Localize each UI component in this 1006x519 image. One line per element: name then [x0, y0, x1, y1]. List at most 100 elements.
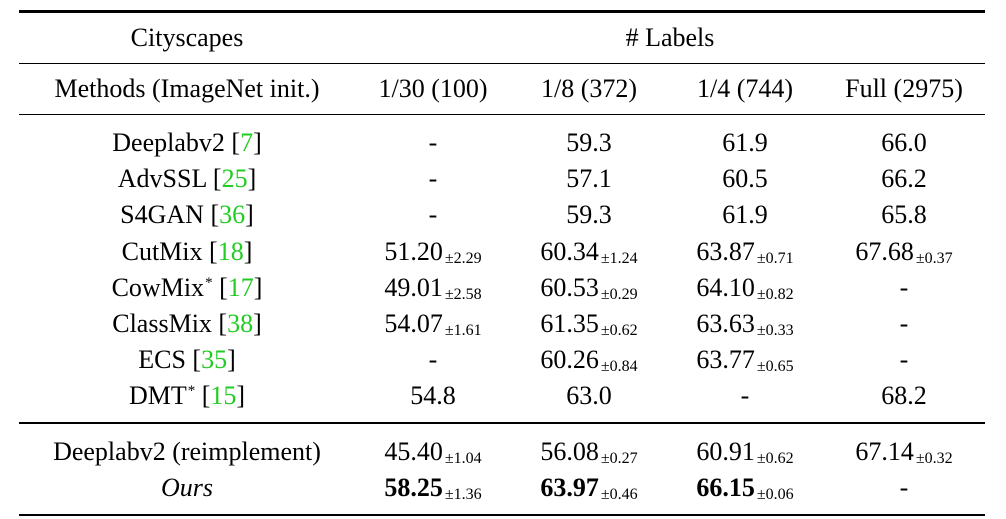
method-cell: DMT* [15] — [19, 383, 355, 409]
result-cell: 63.87 ±0.71 — [667, 236, 823, 267]
table-row: Deeplabv2 [7] - 59.3 61.9 66.0 — [19, 125, 985, 161]
method-name: Ours — [160, 472, 213, 502]
result-value: 56.08 — [540, 436, 599, 466]
result-cell: - — [355, 166, 511, 192]
result-cell: 67.68 ±0.37 — [823, 238, 985, 267]
table-row: DMT* [15] 54.8 63.0 - 68.2 — [19, 378, 985, 414]
result-cell: 54.07 ±1.61 — [355, 310, 511, 339]
std-dev: ±0.29 — [600, 285, 638, 303]
citation: [36] — [210, 200, 254, 230]
method-cell: AdvSSL [25] — [19, 166, 355, 192]
header-row-2: Methods (ImageNet init.) 1/30 (100) 1/8 … — [19, 64, 985, 114]
std-dev: ±0.06 — [756, 485, 794, 503]
citation: [15] — [201, 381, 246, 411]
result-cell: 65.8 — [823, 202, 985, 228]
result-cell: 60.53 ±0.29 — [511, 274, 667, 303]
top-rule — [19, 10, 985, 13]
result-value: 63.77 — [696, 345, 755, 375]
result-cell: - — [667, 383, 823, 409]
result-value: 61.9 — [722, 200, 768, 230]
method-cell: CowMix* [17] — [19, 272, 355, 302]
result-cell: 45.40 ±1.04 — [355, 436, 511, 466]
result-cell: 58.25 ±1.36 — [355, 474, 511, 502]
citation: [18] — [209, 236, 253, 266]
citation-number: 25 — [221, 164, 248, 194]
result-value: - — [899, 272, 909, 302]
citation: [38] — [218, 308, 262, 338]
method-star: * — [187, 383, 196, 400]
result-value: 59.3 — [566, 127, 612, 157]
result-cell: - — [355, 347, 511, 373]
header-rule — [19, 62, 985, 64]
std-dev: ±0.82 — [756, 285, 794, 303]
result-value: - — [428, 127, 438, 157]
result-value: 63.0 — [566, 381, 612, 411]
result-value: 59.3 — [566, 200, 612, 230]
result-cell: 61.9 — [667, 202, 823, 228]
result-cell: 51.20 ±2.29 — [355, 236, 511, 266]
result-value: 60.26 — [540, 345, 599, 375]
result-cell: 60.34 ±1.24 — [511, 236, 667, 266]
std-dev: ±1.61 — [444, 321, 482, 339]
result-value: 63.87 — [696, 236, 755, 266]
method-name: CowMix — [111, 272, 205, 302]
table-row: AdvSSL [25] - 57.1 60.5 66.2 — [19, 161, 985, 197]
result-value: 60.91 — [696, 436, 755, 466]
result-cell: 60.91 ±0.62 — [667, 436, 823, 466]
result-value: 61.9 — [722, 127, 768, 157]
std-dev: ±0.71 — [756, 249, 794, 267]
method-cell: ECS [35] — [19, 347, 355, 373]
result-cell: 56.08 ±0.27 — [511, 436, 667, 467]
citation: [35] — [192, 345, 236, 375]
std-dev: ±0.62 — [600, 321, 638, 339]
citation-number: 7 — [240, 127, 254, 157]
result-value: - — [428, 164, 438, 194]
result-value: 66.2 — [881, 164, 927, 194]
method-cell: Ours — [19, 472, 355, 502]
result-cell: 66.2 — [823, 166, 985, 192]
mid-rule — [19, 113, 985, 115]
result-value: - — [428, 200, 438, 230]
method-name: S4GAN — [120, 200, 204, 230]
citation-number: 17 — [227, 272, 254, 302]
method-name: ClassMix — [112, 308, 212, 338]
result-value: 67.14 — [855, 436, 914, 466]
result-cell: 63.77 ±0.65 — [667, 345, 823, 375]
result-cell: 63.0 — [511, 383, 667, 409]
result-cell: 59.3 — [511, 202, 667, 228]
table-row: ClassMix [38] 54.07 ±1.61 61.35 ±0.62 63.63 ±0… — [19, 306, 985, 342]
result-value: 60.34 — [540, 236, 599, 266]
std-dev: ±0.32 — [915, 449, 953, 467]
method-name: AdvSSL — [117, 164, 207, 194]
citation: [25] — [212, 164, 257, 194]
result-value: 54.8 — [410, 381, 456, 411]
table-row: Ours 58.25 ±1.36 63.97 ±0.46 66.15 ±0.06- — [19, 470, 985, 506]
result-value: 57.1 — [566, 164, 612, 194]
result-value: 65.8 — [881, 200, 927, 230]
std-dev: ±0.27 — [600, 449, 638, 467]
result-value: - — [740, 381, 750, 411]
table-row: CutMix [18] 51.20 ±2.29 60.34 ±1.24 63.87 ±0.7… — [19, 233, 985, 269]
result-value: 51.20 — [384, 236, 443, 266]
method-cell: Deeplabv2 (reimplement) — [19, 438, 355, 465]
dataset-label: Cityscapes — [130, 22, 244, 52]
column-header: 1/30 (100) — [378, 73, 488, 103]
std-dev: ±0.84 — [600, 358, 638, 376]
header-row-1: Cityscapes # Labels — [19, 13, 985, 63]
result-cell: 63.63 ±0.33 — [667, 310, 823, 338]
result-value: 64.10 — [696, 272, 755, 302]
result-value: 61.35 — [540, 308, 599, 338]
result-value: 63.97 — [540, 472, 599, 502]
result-value: 45.40 — [384, 436, 443, 466]
result-value: 66.0 — [881, 127, 927, 157]
citation-number: 15 — [210, 381, 237, 411]
result-cell: 61.9 — [667, 127, 823, 157]
result-cell: 66.15 ±0.06 — [667, 474, 823, 503]
result-value: - — [899, 345, 909, 375]
method-cell: CutMix [18] — [19, 236, 355, 266]
result-value: 60.5 — [722, 164, 768, 194]
table-row: ECS [35] -60.26 ±0.84 63.77 ±0.65- — [19, 342, 985, 378]
column-header: Full (2975) — [845, 73, 963, 103]
std-dev: ±0.37 — [915, 249, 953, 267]
result-value: - — [899, 308, 909, 338]
